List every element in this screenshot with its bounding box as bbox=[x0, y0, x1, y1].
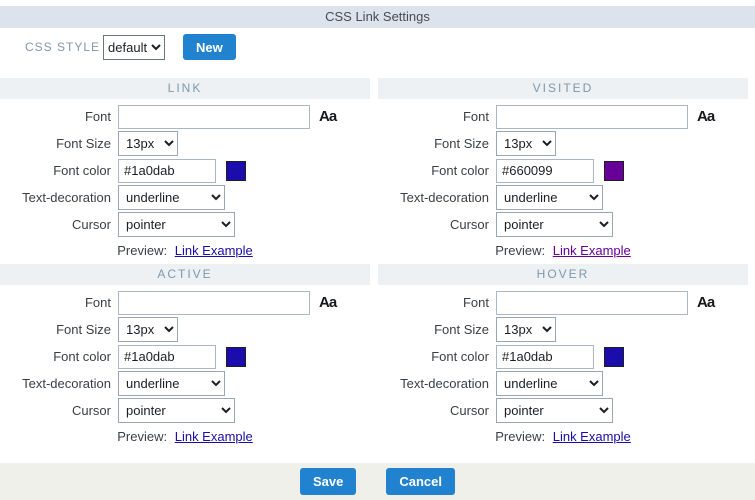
font-size-select[interactable]: 13px bbox=[118, 317, 178, 342]
font-color-input[interactable] bbox=[496, 158, 594, 183]
font-row: Font Aa bbox=[378, 103, 748, 130]
text-decoration-select[interactable]: underline bbox=[496, 371, 603, 396]
cursor-select[interactable]: pointer bbox=[496, 212, 613, 237]
section-hover-title: HOVER bbox=[378, 264, 748, 285]
font-color-label: Font color bbox=[431, 349, 489, 364]
font-input[interactable] bbox=[118, 104, 310, 129]
preview-label: Preview: bbox=[117, 243, 168, 258]
font-label: Font bbox=[84, 295, 111, 310]
font-color-row: Font color bbox=[378, 157, 748, 184]
font-row: Font Aa bbox=[0, 103, 370, 130]
preview-row: Preview: Link Example bbox=[378, 426, 748, 448]
cursor-row: Cursor pointer bbox=[378, 397, 748, 424]
font-color-label: Font color bbox=[431, 163, 489, 178]
cursor-label: Cursor bbox=[449, 403, 489, 418]
font-color-input[interactable] bbox=[118, 158, 216, 183]
footer-bar: Save Cancel bbox=[0, 463, 755, 500]
font-color-label: Font color bbox=[53, 163, 111, 178]
font-size-label: Font Size bbox=[434, 322, 489, 337]
preview-link[interactable]: Link Example bbox=[174, 429, 253, 444]
font-size-select[interactable]: 13px bbox=[118, 131, 178, 156]
cursor-row: Cursor pointer bbox=[0, 211, 370, 238]
preview-link[interactable]: Link Example bbox=[174, 243, 253, 258]
cursor-label: Cursor bbox=[71, 403, 111, 418]
color-swatch[interactable] bbox=[226, 346, 246, 367]
font-label: Font bbox=[462, 295, 489, 310]
section-active: ACTIVE Font Aa Font Size 13px Font color… bbox=[0, 264, 370, 448]
font-size-row: Font Size 13px bbox=[0, 316, 370, 343]
cursor-label: Cursor bbox=[449, 217, 489, 232]
text-decoration-label: Text-decoration bbox=[400, 190, 489, 205]
section-visited: VISITED Font Aa Font Size 13px Font colo… bbox=[378, 78, 748, 262]
font-size-label: Font Size bbox=[56, 136, 111, 151]
sections-grid: LINK Font Aa Font Size 13px Font color T… bbox=[0, 78, 755, 448]
text-decoration-row: Text-decoration underline bbox=[0, 184, 370, 211]
font-color-row: Font color bbox=[0, 343, 370, 370]
top-spacer bbox=[0, 0, 755, 6]
cancel-button[interactable]: Cancel bbox=[386, 468, 455, 495]
css-style-label: CSS STYLE bbox=[25, 40, 101, 54]
cursor-row: Cursor pointer bbox=[378, 211, 748, 238]
cursor-select[interactable]: pointer bbox=[496, 398, 613, 423]
cursor-select[interactable]: pointer bbox=[118, 212, 235, 237]
text-decoration-row: Text-decoration underline bbox=[0, 370, 370, 397]
font-label: Font bbox=[84, 109, 111, 124]
text-decoration-label: Text-decoration bbox=[22, 190, 111, 205]
font-input[interactable] bbox=[496, 290, 688, 315]
preview-row: Preview: Link Example bbox=[0, 240, 370, 262]
font-color-row: Font color bbox=[0, 157, 370, 184]
section-hover: HOVER Font Aa Font Size 13px Font color … bbox=[378, 264, 748, 448]
color-swatch[interactable] bbox=[226, 160, 246, 181]
color-swatch[interactable] bbox=[604, 160, 624, 181]
text-decoration-row: Text-decoration underline bbox=[378, 184, 748, 211]
page-title: CSS Link Settings bbox=[0, 6, 755, 28]
font-picker-icon[interactable]: Aa bbox=[697, 108, 715, 125]
preview-link[interactable]: Link Example bbox=[552, 243, 631, 258]
preview-label: Preview: bbox=[495, 243, 546, 258]
color-swatch[interactable] bbox=[604, 346, 624, 367]
font-size-select[interactable]: 13px bbox=[496, 317, 556, 342]
preview-row: Preview: Link Example bbox=[378, 240, 748, 262]
new-button[interactable]: New bbox=[183, 34, 236, 60]
text-decoration-select[interactable]: underline bbox=[118, 185, 225, 210]
cursor-label: Cursor bbox=[71, 217, 111, 232]
font-picker-icon[interactable]: Aa bbox=[319, 294, 337, 311]
text-decoration-select[interactable]: underline bbox=[496, 185, 603, 210]
font-size-row: Font Size 13px bbox=[0, 130, 370, 157]
font-label: Font bbox=[462, 109, 489, 124]
font-color-input[interactable] bbox=[118, 344, 216, 369]
section-visited-title: VISITED bbox=[378, 78, 748, 99]
font-picker-icon[interactable]: Aa bbox=[319, 108, 337, 125]
font-color-label: Font color bbox=[53, 349, 111, 364]
font-row: Font Aa bbox=[378, 289, 748, 316]
css-style-toolbar: CSS STYLE default New bbox=[0, 28, 755, 64]
font-color-row: Font color bbox=[378, 343, 748, 370]
font-input[interactable] bbox=[496, 104, 688, 129]
text-decoration-row: Text-decoration underline bbox=[378, 370, 748, 397]
font-size-label: Font Size bbox=[434, 136, 489, 151]
font-row: Font Aa bbox=[0, 289, 370, 316]
font-picker-icon[interactable]: Aa bbox=[697, 294, 715, 311]
cursor-row: Cursor pointer bbox=[0, 397, 370, 424]
font-color-input[interactable] bbox=[496, 344, 594, 369]
font-size-row: Font Size 13px bbox=[378, 130, 748, 157]
font-input[interactable] bbox=[118, 290, 310, 315]
cursor-select[interactable]: pointer bbox=[118, 398, 235, 423]
css-style-select[interactable]: default bbox=[103, 34, 166, 60]
preview-link[interactable]: Link Example bbox=[552, 429, 631, 444]
font-size-label: Font Size bbox=[56, 322, 111, 337]
section-active-title: ACTIVE bbox=[0, 264, 370, 285]
section-link: LINK Font Aa Font Size 13px Font color T… bbox=[0, 78, 370, 262]
font-size-row: Font Size 13px bbox=[378, 316, 748, 343]
text-decoration-label: Text-decoration bbox=[400, 376, 489, 391]
preview-label: Preview: bbox=[495, 429, 546, 444]
text-decoration-select[interactable]: underline bbox=[118, 371, 225, 396]
save-button[interactable]: Save bbox=[299, 468, 357, 495]
section-link-title: LINK bbox=[0, 78, 370, 99]
preview-label: Preview: bbox=[117, 429, 168, 444]
text-decoration-label: Text-decoration bbox=[22, 376, 111, 391]
font-size-select[interactable]: 13px bbox=[496, 131, 556, 156]
preview-row: Preview: Link Example bbox=[0, 426, 370, 448]
